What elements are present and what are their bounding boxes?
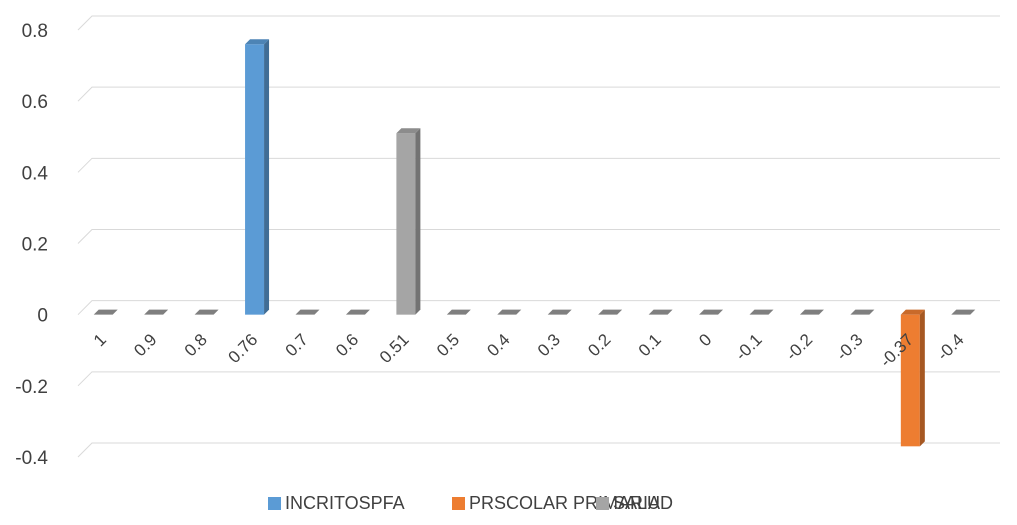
bar-top-face bbox=[194, 309, 219, 315]
bar-top-face bbox=[295, 309, 320, 315]
bar-top-face bbox=[345, 309, 370, 315]
legend-label: INCRITOSPFA bbox=[285, 493, 405, 513]
gridline bbox=[77, 86, 1000, 102]
bar bbox=[345, 309, 370, 315]
legend-label: SALUD bbox=[613, 493, 673, 513]
bar bbox=[446, 309, 471, 315]
x-tick-label: -0.2 bbox=[782, 330, 816, 364]
bar bbox=[799, 309, 824, 315]
bar-top-face bbox=[900, 309, 925, 315]
bar-top-face bbox=[93, 309, 118, 315]
bar-top-face bbox=[799, 309, 824, 315]
x-tick-label: -0.4 bbox=[933, 330, 967, 364]
bar bbox=[396, 128, 421, 315]
y-tick-label: 0 bbox=[37, 306, 48, 327]
bar-top-face bbox=[144, 309, 169, 315]
bar-front-face bbox=[396, 133, 416, 315]
bar-side-face bbox=[919, 309, 925, 447]
bar-side-face bbox=[264, 39, 270, 315]
bar bbox=[648, 309, 673, 315]
bar bbox=[699, 309, 724, 315]
gridline bbox=[77, 300, 1000, 316]
legend-swatch bbox=[268, 497, 281, 510]
bar-top-face bbox=[497, 309, 522, 315]
gridline bbox=[77, 15, 1000, 31]
bar-top-face bbox=[245, 39, 270, 45]
x-tick-label: 0 bbox=[695, 330, 715, 350]
y-tick-label: -0.4 bbox=[15, 448, 48, 469]
legend-item: PRSCOLAR PRIMARIA bbox=[452, 493, 660, 513]
legend-swatch bbox=[596, 497, 609, 510]
legend-swatch bbox=[452, 497, 465, 510]
gridline bbox=[77, 157, 1000, 173]
x-tick-label: 0.76 bbox=[225, 330, 262, 367]
bar-top-face bbox=[699, 309, 724, 315]
y-tick-label: 0.6 bbox=[22, 92, 48, 113]
bar bbox=[598, 309, 623, 315]
x-tick-label: -0.3 bbox=[833, 330, 867, 364]
gridlines bbox=[77, 15, 1000, 458]
x-tick-label: 0.2 bbox=[584, 330, 614, 360]
bar bbox=[295, 309, 320, 315]
bar-top-face bbox=[749, 309, 774, 315]
legend-item: INCRITOSPFA bbox=[268, 493, 405, 513]
gridline bbox=[77, 371, 1000, 387]
x-tick-label: 0.8 bbox=[181, 330, 211, 360]
bar-side-face bbox=[415, 128, 421, 315]
bar-top-face bbox=[547, 309, 572, 315]
y-tick-label: 0.2 bbox=[22, 235, 48, 256]
bar bbox=[245, 39, 270, 315]
bar bbox=[547, 309, 572, 315]
legend-item: SALUD bbox=[596, 493, 673, 513]
y-tick-label: -0.2 bbox=[15, 377, 48, 398]
x-tick-label: 1 bbox=[90, 330, 110, 350]
y-axis-ticks: 0.8 0.6 0.4 0.2 0 -0.2 -0.4 bbox=[15, 21, 48, 469]
bar bbox=[850, 309, 875, 315]
bar bbox=[951, 309, 976, 315]
bar bbox=[900, 309, 925, 447]
x-tick-label: 0.3 bbox=[534, 330, 564, 360]
bar bbox=[144, 309, 169, 315]
x-tick-label: 0.4 bbox=[483, 330, 513, 360]
x-tick-label: 0.7 bbox=[282, 330, 312, 360]
bar-front-face bbox=[245, 44, 265, 315]
bar-top-face bbox=[951, 309, 976, 315]
bar bbox=[93, 309, 118, 315]
x-axis-labels: 1 0.9 0.8 0.76 0.7 0.6 0.51 0.5 0.4 0.3 0.2 0.1 0 -0.… bbox=[90, 330, 968, 371]
bar-top-face bbox=[598, 309, 623, 315]
y-tick-label: 0.8 bbox=[22, 21, 48, 42]
y-tick-label: 0.4 bbox=[22, 163, 49, 184]
x-tick-label: 0.1 bbox=[635, 330, 665, 360]
x-tick-label: 0.9 bbox=[130, 330, 160, 360]
gridline bbox=[77, 442, 1000, 458]
gridline bbox=[77, 229, 1000, 244]
bar-top-face bbox=[396, 128, 421, 134]
x-tick-label: 0.51 bbox=[376, 330, 413, 367]
bar-front-face bbox=[900, 314, 920, 447]
bar bbox=[749, 309, 774, 315]
x-tick-label: 0.5 bbox=[433, 330, 463, 360]
x-tick-label: -0.1 bbox=[732, 330, 766, 364]
legend-label: PRSCOLAR PRIMARIA bbox=[469, 493, 660, 513]
bar-top-face bbox=[850, 309, 875, 315]
x-tick-label: 0.6 bbox=[332, 330, 362, 360]
bar-top-face bbox=[446, 309, 471, 315]
bars bbox=[93, 39, 976, 447]
bar bbox=[194, 309, 219, 315]
bar bbox=[497, 309, 522, 315]
bar-top-face bbox=[648, 309, 673, 315]
